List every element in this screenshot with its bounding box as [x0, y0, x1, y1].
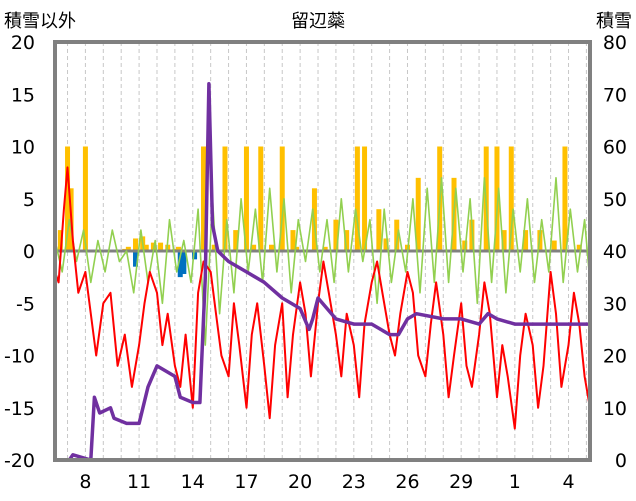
precip-bar	[415, 177, 421, 251]
left-tick-label: 15	[11, 84, 35, 106]
left-tick-label: 0	[23, 241, 35, 263]
precip-bar	[383, 238, 389, 251]
right-tick-label: 40	[603, 241, 627, 263]
precip-bar	[158, 242, 164, 251]
right-tick-label: 10	[603, 398, 627, 420]
x-axis-ticks: 8 11 14 17 20 23 26 29 1 4	[79, 471, 574, 493]
left-axis-title: 積雪以外	[4, 11, 76, 32]
precip-bar	[551, 240, 557, 251]
precip-bar	[362, 146, 368, 251]
x-tick-label: 29	[449, 471, 473, 493]
left-tick-label: 5	[23, 189, 35, 211]
precip-bar	[251, 244, 257, 251]
snowfall-bar	[181, 251, 187, 274]
precip-bar	[143, 244, 149, 251]
precip-bar	[222, 146, 228, 251]
x-tick-label: 1	[509, 471, 521, 493]
precip-bar	[133, 238, 139, 251]
left-tick-label: -20	[4, 450, 35, 472]
precip-bar	[279, 146, 285, 251]
x-tick-label: 4	[562, 471, 574, 493]
precip-bar	[125, 246, 131, 251]
x-tick-label: 26	[395, 471, 419, 493]
plot-frame	[53, 40, 592, 462]
right-tick-label: 70	[603, 84, 627, 106]
right-tick-label: 0	[615, 450, 627, 472]
precip-bar	[294, 246, 300, 251]
precip-bar	[562, 146, 568, 251]
right-tick-label: 20	[603, 346, 627, 368]
precip-bar	[344, 230, 350, 251]
plot-border	[53, 40, 592, 462]
left-tick-label: -10	[4, 346, 35, 368]
precip-bar	[376, 209, 382, 251]
precip-bar	[290, 230, 296, 251]
chart-title: 留辺蘂	[291, 11, 345, 32]
precip-bar	[354, 146, 360, 251]
precip-bar	[576, 244, 582, 251]
precip-bar	[394, 219, 400, 251]
x-tick-label: 17	[234, 471, 258, 493]
wind-line	[54, 177, 591, 346]
x-tick-label: 11	[127, 471, 151, 493]
snowfall-bar	[192, 251, 198, 260]
x-tick-label: 14	[181, 471, 205, 493]
series-lines	[54, 82, 591, 462]
precip-bar	[243, 146, 249, 251]
snow-line	[55, 82, 590, 462]
precip-bar	[508, 146, 514, 251]
x-tick-label: 8	[79, 471, 91, 493]
precip-bar	[333, 219, 339, 251]
precip-bar	[57, 230, 63, 251]
precip-bar	[211, 244, 217, 251]
precip-bar	[82, 146, 88, 251]
snowfall-bar	[133, 251, 139, 267]
right-tick-label: 50	[603, 189, 627, 211]
x-tick-label: 23	[342, 471, 366, 493]
precip-bar	[258, 146, 264, 251]
precip-bar	[501, 230, 507, 251]
precip-bar	[65, 146, 71, 251]
right-tick-label: 60	[603, 137, 627, 159]
precip-bar	[269, 244, 275, 251]
right-tick-label: 30	[603, 293, 627, 315]
precip-bar	[201, 146, 207, 251]
precip-bar	[494, 146, 500, 251]
left-tick-label: -15	[4, 398, 35, 420]
precip-bar	[523, 230, 529, 251]
right-axis-ticks: 0 10 20 30 40 50 60 70 80	[603, 32, 627, 472]
right-tick-label: 80	[603, 32, 627, 54]
x-tick-label: 20	[288, 471, 312, 493]
precip-bar	[175, 246, 181, 251]
left-tick-label: -5	[16, 293, 35, 315]
left-axis-ticks: -20 -15 -10 -5 0 5 10 15 20	[4, 32, 35, 472]
left-tick-label: 20	[11, 32, 35, 54]
left-tick-label: 10	[11, 137, 35, 159]
right-axis-title: 積雪	[596, 11, 632, 32]
precip-bar	[322, 246, 328, 251]
precip-bar	[233, 230, 239, 251]
temp-line	[54, 166, 591, 430]
